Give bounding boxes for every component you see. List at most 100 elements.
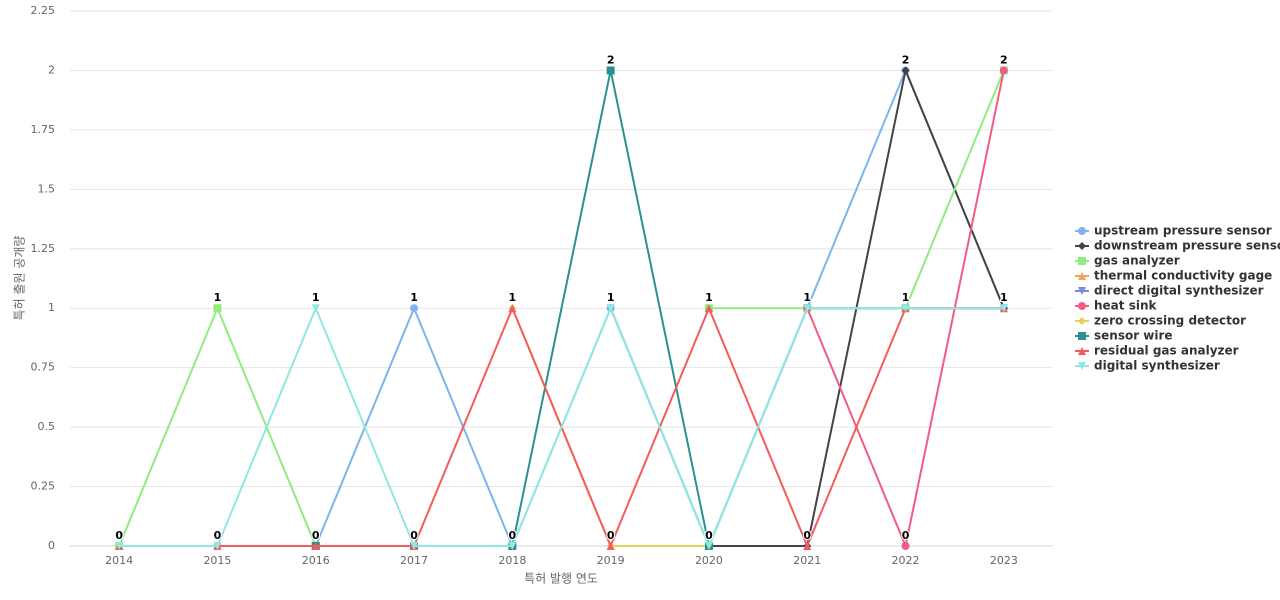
point [508, 304, 517, 313]
series-line [119, 305, 1004, 549]
x-axis-title: 특허 발행 연도 [524, 571, 598, 586]
point [1078, 302, 1086, 310]
data-label: 1 [410, 291, 418, 304]
data-label: 2 [607, 53, 615, 66]
legend-symbol [1078, 257, 1086, 265]
data-label: 1 [214, 291, 222, 304]
x-tick-label: 2021 [793, 554, 821, 567]
y-tick-label: 2.25 [31, 4, 56, 17]
point [213, 304, 222, 313]
data-label: 0 [803, 529, 811, 542]
point [213, 542, 222, 550]
point [606, 66, 615, 75]
data-label: 0 [509, 529, 517, 542]
legend-item[interactable]: direct digital synthesizer [1075, 284, 1264, 298]
data-label: 1 [607, 291, 615, 304]
data-label: 0 [312, 529, 320, 542]
point [901, 542, 910, 550]
legend-label: heat sink [1094, 299, 1157, 313]
legend-item[interactable]: thermal conductivity gage [1075, 269, 1272, 283]
legend-label: thermal conductivity gage [1094, 269, 1272, 283]
data-label: 1 [902, 291, 910, 304]
data-label: 2 [1000, 53, 1008, 66]
legend-label: zero crossing detector [1094, 314, 1246, 328]
data-label: 0 [410, 529, 418, 542]
point [803, 542, 812, 550]
data-label: 1 [803, 291, 811, 304]
point [999, 66, 1008, 75]
data-label: 1 [1000, 291, 1008, 304]
y-tick-label: 0.75 [31, 361, 56, 374]
data-label: 0 [607, 529, 615, 542]
data-label: 2 [1000, 53, 1008, 66]
data-label: 0 [214, 529, 222, 542]
point [311, 304, 320, 313]
data-label: 0 [312, 529, 320, 542]
legend-item[interactable]: downstream pressure sensor [1075, 239, 1280, 253]
data-label: 1 [705, 291, 713, 304]
data-label: 1 [607, 291, 615, 304]
point [410, 304, 419, 313]
data-label: 1 [803, 291, 811, 304]
data-label: 0 [312, 529, 320, 542]
data-label: 1 [803, 291, 811, 304]
point [901, 66, 910, 75]
data-label: 1 [902, 291, 910, 304]
point [606, 542, 615, 550]
data-label: 0 [705, 529, 713, 542]
y-axis-title: 특허 출원 공개량 [13, 236, 27, 321]
point [115, 542, 124, 550]
point [999, 304, 1008, 313]
legend-symbol [1078, 287, 1086, 295]
x-tick-label: 2017 [400, 554, 428, 567]
legend-item[interactable]: upstream pressure sensor [1075, 224, 1272, 238]
data-label: 0 [705, 529, 713, 542]
data-label: 0 [115, 529, 123, 542]
y-tick-label: 0.25 [31, 480, 56, 493]
y-tick-label: 1.75 [31, 123, 56, 136]
legend-label: downstream pressure sensor [1094, 239, 1280, 253]
x-tick-label: 2015 [203, 554, 231, 567]
data-label: 1 [1000, 291, 1008, 304]
data-label: 0 [214, 529, 222, 542]
legend-symbol [1078, 332, 1086, 340]
point [606, 304, 615, 313]
point [1078, 227, 1086, 235]
data-label: 2 [902, 53, 910, 66]
data-label: 0 [410, 529, 418, 542]
data-label: 0 [115, 529, 123, 542]
legend-symbol [1078, 242, 1086, 250]
y-tick-label: 2 [48, 63, 55, 76]
y-tick-label: 1.25 [31, 242, 56, 255]
legend-item[interactable]: heat sink [1075, 299, 1157, 313]
data-label: 1 [1000, 291, 1008, 304]
data-label: 1 [705, 291, 713, 304]
data-label: 0 [509, 529, 517, 542]
x-tick-label: 2022 [892, 554, 920, 567]
point [508, 542, 517, 550]
x-tick-label: 2018 [498, 554, 526, 567]
point [704, 304, 713, 313]
data-label: 2 [902, 53, 910, 66]
data-label: 1 [312, 291, 320, 304]
point [901, 304, 910, 313]
data-label: 0 [607, 529, 615, 542]
data-label: 0 [705, 529, 713, 542]
legend-item[interactable]: sensor wire [1075, 329, 1173, 343]
data-label: 0 [705, 529, 713, 542]
legend-label: residual gas analyzer [1094, 344, 1239, 358]
legend-item[interactable]: zero crossing detector [1075, 314, 1246, 328]
data-label: 0 [410, 529, 418, 542]
x-tick-label: 2016 [302, 554, 330, 567]
y-tick-label: 0 [48, 539, 55, 552]
data-label: 0 [705, 529, 713, 542]
legend-item[interactable]: digital synthesizer [1075, 359, 1220, 373]
legend-item[interactable]: residual gas analyzer [1075, 344, 1239, 358]
legend-symbol [1078, 317, 1086, 325]
y-tick-label: 1 [48, 301, 55, 314]
legend-item[interactable]: gas analyzer [1075, 254, 1180, 268]
x-tick-label: 2014 [105, 554, 133, 567]
data-label: 0 [312, 529, 320, 542]
data-label: 1 [509, 291, 517, 304]
